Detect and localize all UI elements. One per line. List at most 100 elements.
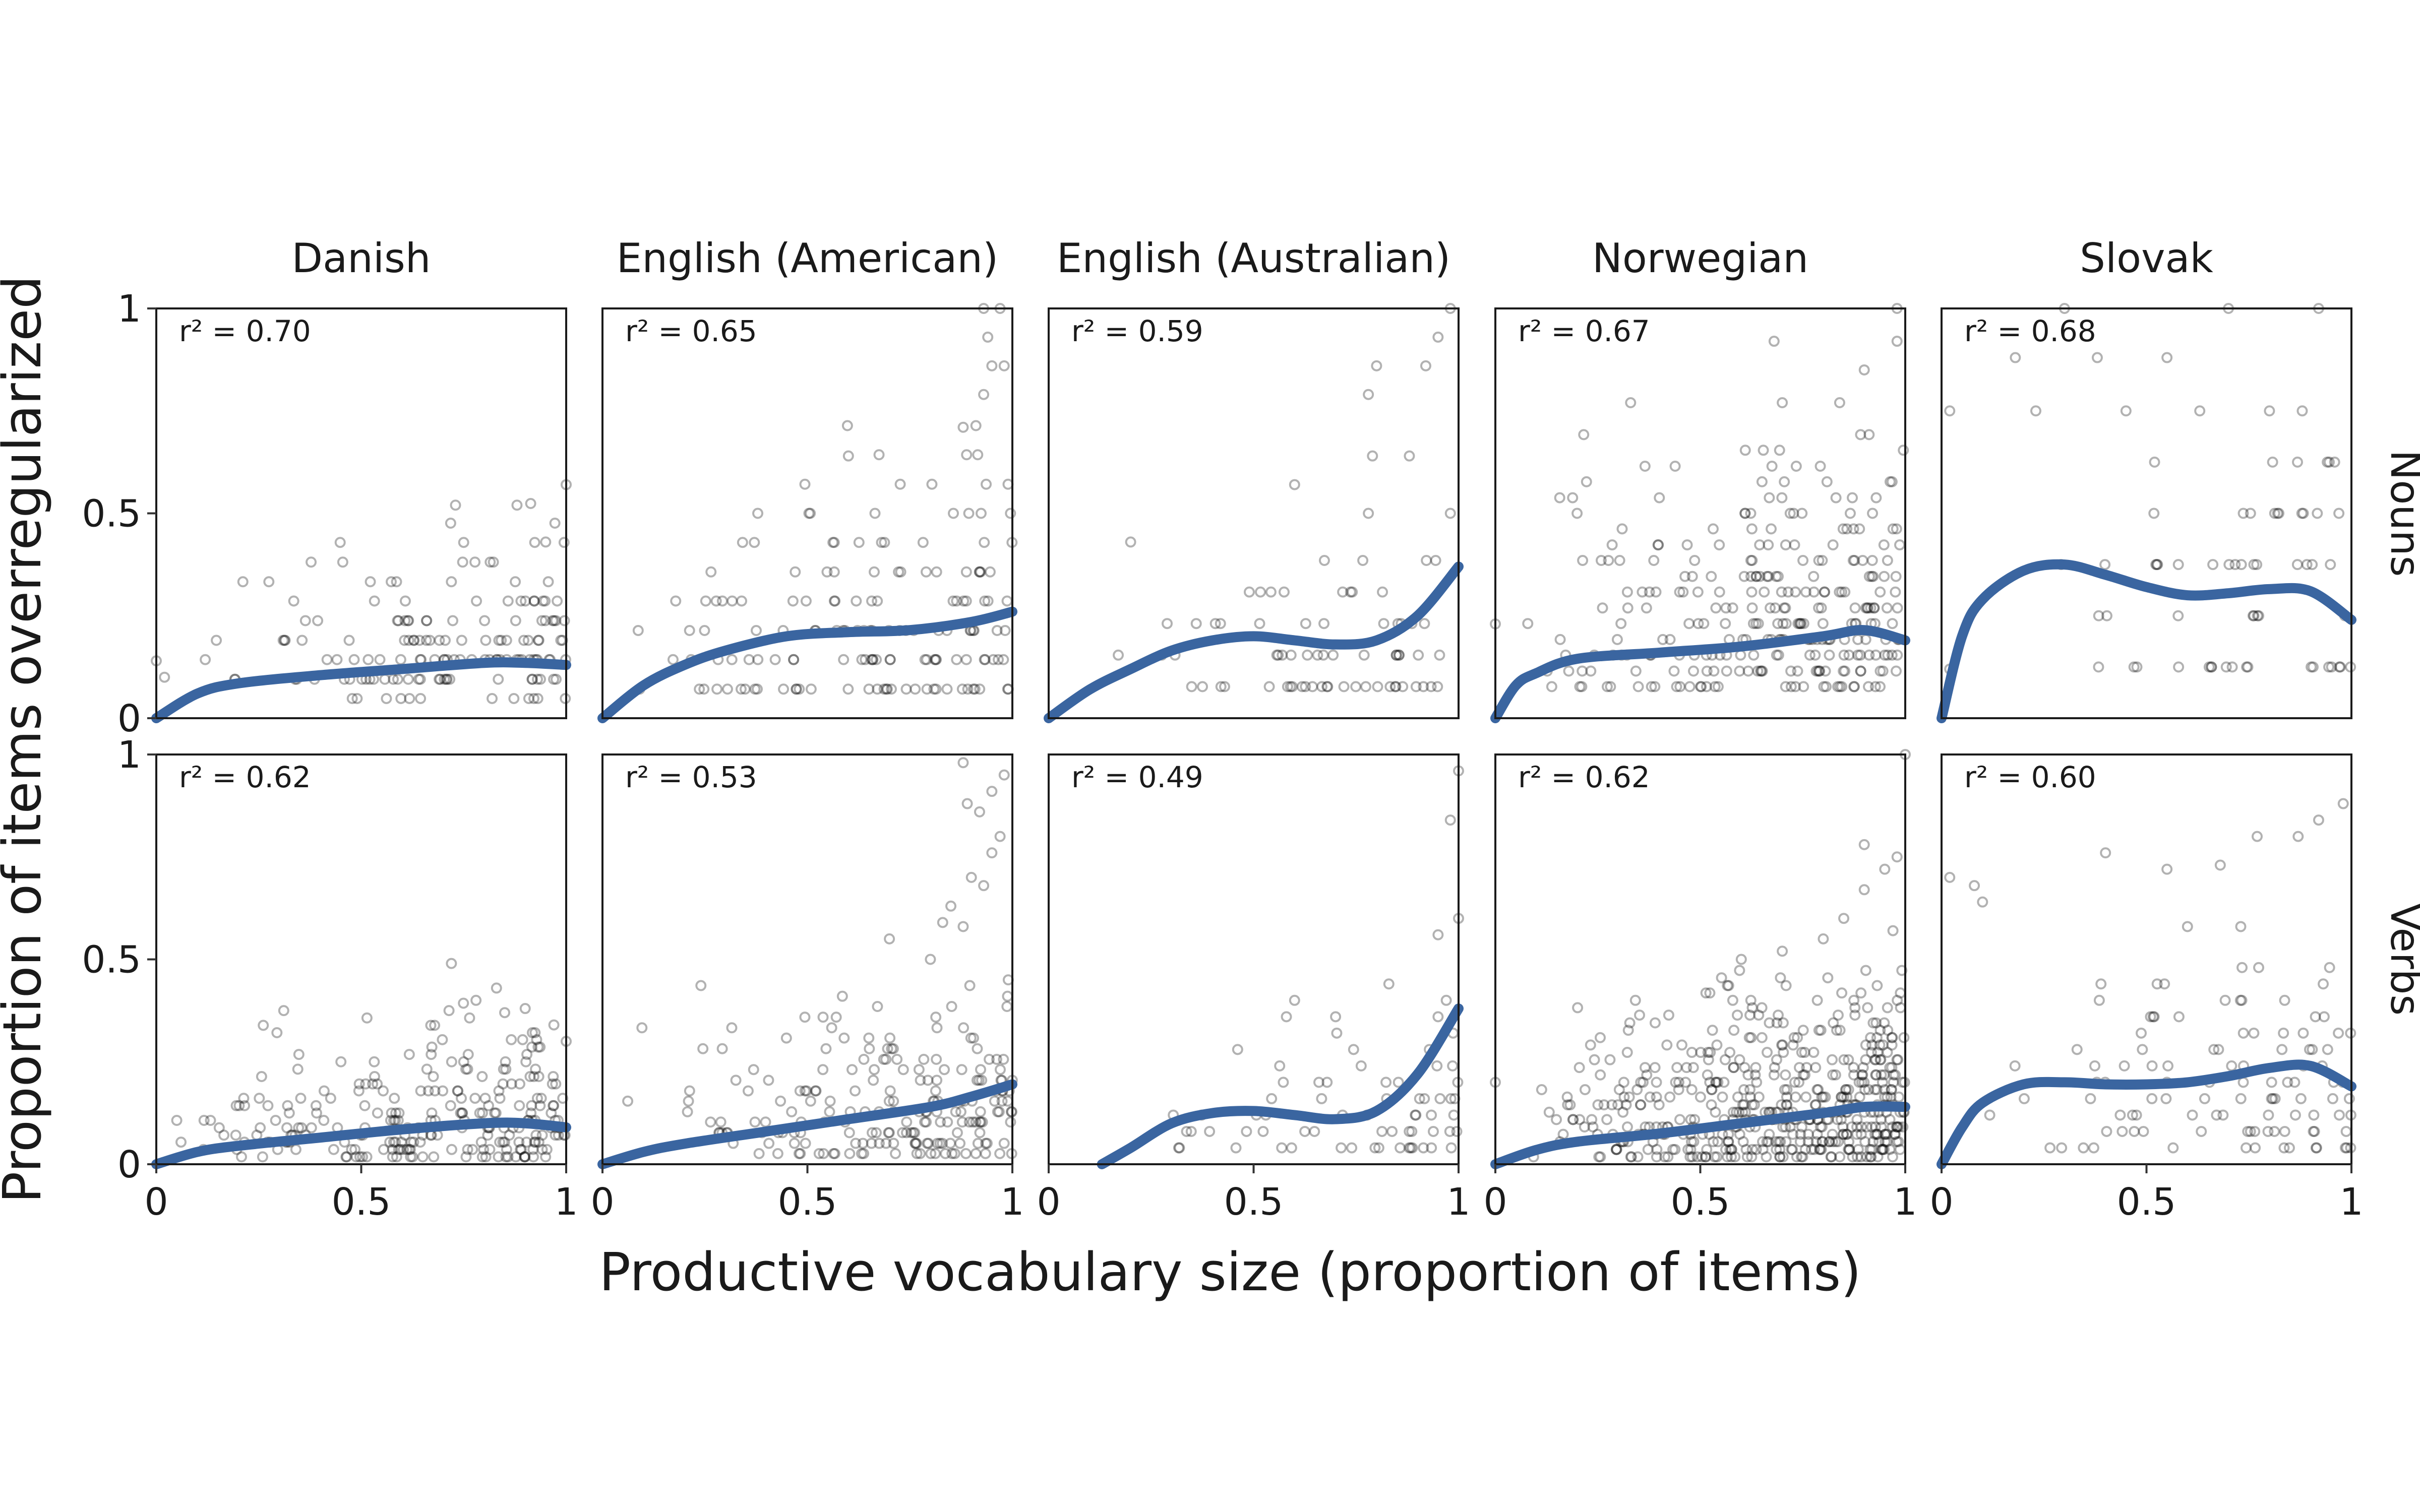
data-point xyxy=(850,1138,862,1149)
data-point xyxy=(408,1137,419,1148)
data-point xyxy=(1002,1095,1013,1107)
data-point xyxy=(2245,508,2256,519)
data-point xyxy=(857,1138,869,1149)
data-point xyxy=(860,654,871,665)
data-point xyxy=(1863,1084,1874,1096)
data-point xyxy=(937,1138,948,1149)
data-point xyxy=(1882,1047,1893,1058)
data-point xyxy=(1817,1136,1829,1148)
data-point xyxy=(951,595,962,607)
data-point xyxy=(1430,554,1441,566)
data-point xyxy=(1614,554,1625,566)
data-point xyxy=(1431,1060,1443,1072)
data-point xyxy=(954,1138,966,1149)
data-point xyxy=(1186,681,1197,692)
data-point xyxy=(506,1078,517,1090)
data-point xyxy=(946,1148,958,1159)
data-point xyxy=(1617,1106,1629,1118)
data-point xyxy=(982,331,994,343)
data-point xyxy=(1848,523,1859,535)
data-point xyxy=(1802,1128,1814,1140)
data-point xyxy=(548,1100,559,1111)
data-point xyxy=(1944,405,1956,417)
data-point xyxy=(2151,978,2163,990)
data-point xyxy=(1741,1151,1753,1163)
data-point xyxy=(1318,554,1330,566)
data-point xyxy=(391,1151,402,1163)
data-point xyxy=(2127,1109,2138,1121)
data-point xyxy=(1779,476,1790,487)
data-point xyxy=(390,1115,401,1126)
data-point xyxy=(367,1078,379,1090)
data-point xyxy=(1887,1032,1898,1043)
data-point xyxy=(1836,586,1848,598)
data-point xyxy=(1734,965,1745,976)
data-point xyxy=(282,1100,293,1111)
data-point xyxy=(984,1053,995,1065)
data-point xyxy=(1613,1084,1625,1096)
data-point xyxy=(1839,665,1851,677)
r2-label-norwegian-verbs: r² = 0.62 xyxy=(1518,760,1650,794)
y-tick-label: 0 xyxy=(117,1143,141,1186)
data-point xyxy=(1879,1017,1890,1029)
data-point xyxy=(1737,1099,1748,1111)
data-point xyxy=(1623,1091,1635,1103)
data-point xyxy=(1867,508,1879,519)
data-point xyxy=(390,1137,401,1148)
data-point xyxy=(460,1151,472,1163)
data-point xyxy=(1847,492,1858,503)
data-point xyxy=(1832,1010,1844,1021)
data-point xyxy=(479,615,491,626)
data-point xyxy=(1595,1151,1606,1163)
data-point xyxy=(1733,1106,1745,1118)
data-point xyxy=(941,683,953,695)
data-point xyxy=(271,1027,283,1039)
data-point xyxy=(1376,1125,1388,1137)
data-point xyxy=(1889,1128,1901,1140)
data-point xyxy=(1426,1109,1437,1121)
data-point xyxy=(1390,649,1402,661)
data-point xyxy=(1820,1091,1831,1103)
data-point xyxy=(794,1085,806,1097)
data-point xyxy=(2308,1109,2320,1121)
data-point xyxy=(1730,1106,1742,1118)
data-point xyxy=(467,1144,478,1155)
data-point xyxy=(2279,994,2290,1006)
data-point xyxy=(1792,665,1803,677)
data-point xyxy=(1886,1039,1898,1051)
data-point xyxy=(1432,929,1444,940)
data-point xyxy=(1727,994,1738,1006)
data-point xyxy=(1278,1077,1289,1088)
data-point xyxy=(1898,445,1909,456)
data-point xyxy=(828,595,840,607)
data-point xyxy=(457,1107,468,1119)
data-point xyxy=(1702,1069,1713,1081)
data-point xyxy=(378,1144,389,1155)
data-point xyxy=(1891,523,1902,535)
data-point xyxy=(1814,665,1826,677)
data-point xyxy=(2147,1011,2159,1023)
data-point xyxy=(306,1122,317,1133)
data-point xyxy=(499,1137,510,1148)
data-point xyxy=(1346,1142,1358,1154)
data-point xyxy=(1811,994,1823,1006)
data-point xyxy=(1861,1121,1872,1133)
panel-grid: Danish English (American) English (Austral… xyxy=(82,235,2420,1224)
data-point xyxy=(2333,1109,2345,1121)
data-point xyxy=(1592,1099,1604,1111)
data-point xyxy=(1278,586,1290,598)
data-point xyxy=(439,673,450,685)
data-point xyxy=(2167,1142,2179,1154)
data-point xyxy=(1371,360,1382,371)
data-point xyxy=(882,683,893,695)
data-point xyxy=(1827,1136,1838,1148)
data-point xyxy=(1751,1077,1763,1088)
r2-label-slovak-nouns: r² = 0.68 xyxy=(1964,314,2096,348)
data-point xyxy=(1215,681,1227,692)
data-point xyxy=(1701,1144,1713,1155)
data-point xyxy=(810,1085,821,1097)
data-point xyxy=(2269,508,2280,519)
data-point xyxy=(1858,839,1870,850)
y-tick-label: 0.5 xyxy=(82,492,141,536)
data-point xyxy=(551,673,562,685)
